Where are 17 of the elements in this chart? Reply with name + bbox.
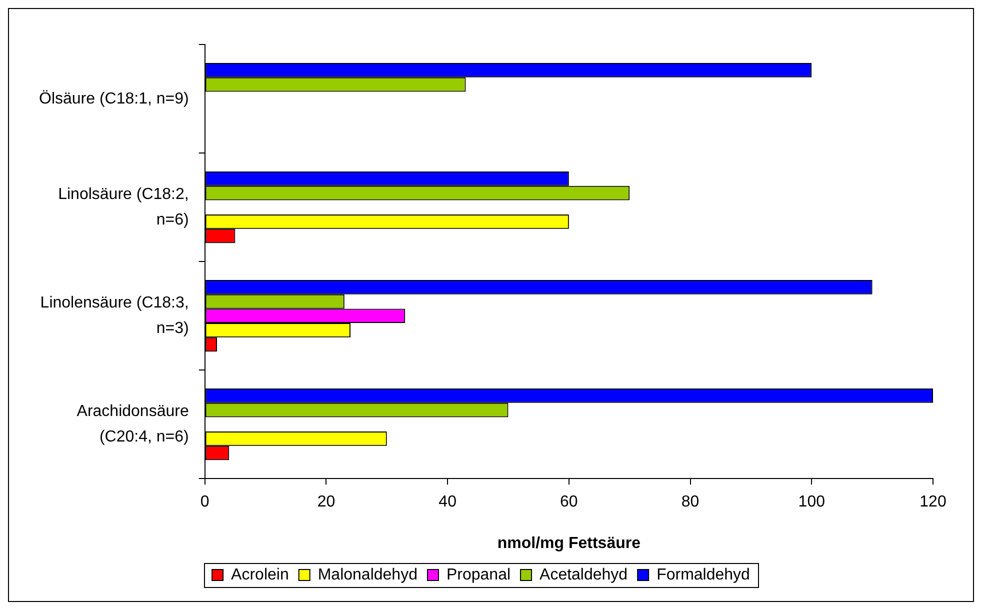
y-tick-label: Ölsäure (C18:1, n=9) — [38, 89, 189, 108]
y-tick-label: Linolensäure (C18:3, n=3) — [40, 294, 189, 338]
legend-label: Formaldehyd — [656, 566, 750, 584]
legend-label: Acetaldehyd — [540, 566, 628, 584]
x-tick-label: 0 — [200, 494, 210, 511]
y-tick-label: Linolsäure (C18:2, n=6) — [58, 186, 189, 229]
legend-label: Acrolein — [231, 566, 289, 584]
x-axis-title: nmol/mg Fettsäure — [497, 534, 641, 552]
legend-label: Malonaldehyd — [318, 566, 418, 584]
x-tick-label: 100 — [798, 494, 826, 511]
x-tick-label: 120 — [920, 494, 946, 511]
x-tick-label: 60 — [560, 494, 578, 511]
x-tick-label: 80 — [681, 494, 700, 511]
y-tick-label: Arachidonsäure (C20:4, n=6) — [76, 402, 189, 446]
legend-label: Propanal — [446, 566, 511, 584]
x-tick-label: 20 — [317, 494, 336, 511]
x-tick-label: 40 — [438, 494, 457, 511]
